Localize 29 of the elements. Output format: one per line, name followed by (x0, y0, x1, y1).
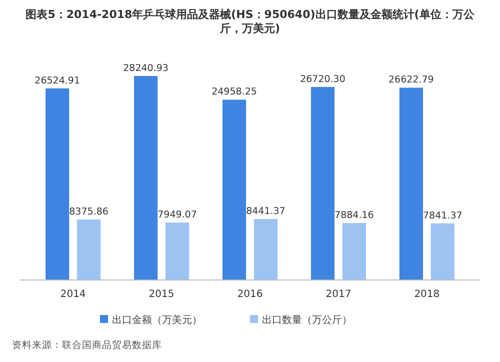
bar (430, 223, 454, 280)
legend-label: 出口金额（万美元） (112, 314, 202, 326)
bar (254, 219, 278, 280)
chart-title: 图表5：2014-2018年乒乓球用品及器械(HS：950640)出口数量及金额统计(单位：万公斤，万美元) (26, 8, 476, 35)
bar (165, 222, 190, 280)
data-label: 7884.16 (334, 210, 374, 222)
data-label: 7841.37 (423, 210, 462, 222)
x-tick-label: 2017 (326, 289, 352, 300)
data-label: 26524.91 (34, 75, 80, 86)
bar (399, 88, 423, 280)
bar (134, 76, 158, 280)
bar (222, 100, 246, 280)
x-tick-label: 2016 (237, 289, 263, 300)
data-label: 8375.86 (69, 206, 108, 218)
bar (310, 86, 335, 280)
bar (46, 88, 70, 280)
text: 资料来源：联合国商品贸易数据库 (12, 339, 162, 351)
data-label: 28240.93 (123, 63, 168, 74)
bar (342, 223, 366, 280)
data-label: 7949.07 (158, 210, 197, 221)
bar (77, 219, 101, 280)
x-tick-label: 2018 (414, 289, 440, 300)
data-label: 24958.25 (212, 86, 257, 98)
data-label: 26720.30 (300, 74, 346, 85)
legend-label: 出口数量（万公斤） (262, 314, 352, 326)
x-tick-label: 2015 (148, 289, 174, 300)
x-tick-label: 2014 (60, 289, 86, 300)
data-label: 8441.37 (246, 206, 286, 218)
data-label: 26622.79 (388, 74, 434, 86)
